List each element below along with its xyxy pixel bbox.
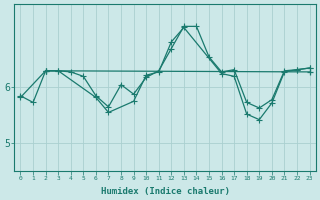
X-axis label: Humidex (Indice chaleur): Humidex (Indice chaleur) <box>100 187 229 196</box>
